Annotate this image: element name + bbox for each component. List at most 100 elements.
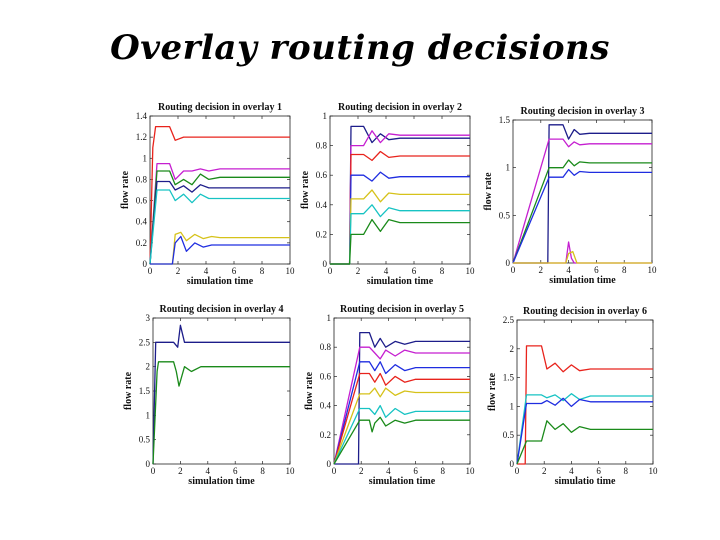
- y-tick-label: 1.5: [139, 386, 151, 396]
- x-tick-label: 0: [332, 466, 337, 476]
- y-tick-label: 0.5: [499, 210, 511, 220]
- y-tick-label: 1: [323, 111, 328, 121]
- x-axis-label: simulation time: [187, 276, 254, 287]
- series-line-green: [152, 361, 290, 465]
- y-tick-label: 2.5: [503, 315, 515, 325]
- x-tick-label: 10: [648, 265, 658, 275]
- series-line-green: [512, 159, 652, 264]
- plot-area: [149, 115, 291, 265]
- series-line-red: [333, 372, 470, 465]
- series-line-blue: [150, 235, 290, 265]
- plot-area: [516, 319, 654, 465]
- series-line-green: [516, 420, 653, 465]
- y-tick-label: 0.6: [136, 196, 148, 206]
- y-tick-label: 1.5: [499, 115, 511, 125]
- x-tick-label: 0: [515, 466, 520, 476]
- y-axis-label: flow rate: [304, 371, 315, 410]
- series-line-yellow: [333, 387, 470, 465]
- chart-title: Routing decision in overlay 1: [158, 102, 282, 113]
- y-tick-label: 0: [146, 459, 151, 469]
- series-line-blue: [512, 168, 652, 264]
- slide-title: Overlay routing decisions: [110, 28, 610, 68]
- y-tick-label: 0.8: [320, 342, 332, 352]
- series-line-navy: [152, 324, 290, 465]
- y-tick-label: 0.8: [316, 141, 328, 151]
- series-line-green: [330, 218, 470, 265]
- x-axis-label: simulation time: [188, 476, 255, 487]
- x-tick-label: 8: [441, 466, 446, 476]
- y-tick-label: 0: [323, 259, 328, 269]
- x-tick-label: 6: [412, 266, 417, 276]
- series-line-magenta: [333, 346, 470, 465]
- x-tick-label: 2: [356, 266, 361, 276]
- x-tick-label: 6: [232, 266, 237, 276]
- series-line-red: [517, 345, 653, 465]
- chart-title: Routing decision in overlay 5: [340, 304, 464, 315]
- series-line-blue: [333, 361, 470, 465]
- x-tick-label: 0: [151, 466, 156, 476]
- chart-panel-5: Routing decision in overlay 5 0 2 4 6 8 10 0 0.2…: [304, 304, 475, 487]
- chart-title: Routing decision in overlay 4: [160, 304, 284, 315]
- y-tick-label: 1: [143, 153, 148, 163]
- y-tick-label: 2: [146, 362, 151, 372]
- x-tick-label: 6: [413, 466, 418, 476]
- y-tick-label: 0: [143, 259, 148, 269]
- y-tick-label: 0.6: [320, 371, 332, 381]
- chart-panel-4: Routing decision in overlay 4 0 2 4 6 8 10 0 0.5…: [123, 304, 295, 487]
- x-tick-label: 6: [596, 466, 601, 476]
- y-tick-label: 0.4: [320, 401, 332, 411]
- x-tick-label: 8: [260, 466, 265, 476]
- x-tick-label: 6: [233, 466, 238, 476]
- y-tick-label: 1: [510, 401, 515, 411]
- y-tick-label: 2: [510, 344, 515, 354]
- x-tick-label: 4: [569, 466, 574, 476]
- y-tick-label: 0.8: [136, 174, 148, 184]
- y-tick-label: 0.5: [139, 435, 151, 445]
- x-tick-label: 2: [539, 265, 544, 275]
- x-tick-label: 2: [176, 266, 181, 276]
- series-line-green: [149, 170, 290, 265]
- series-line-magenta: [149, 162, 290, 265]
- x-tick-label: 0: [328, 266, 333, 276]
- x-tick-label: 6: [594, 265, 599, 275]
- chart-panel-6: Routing decision in overlay 6 0 2 4 6 8 10 0 0.5…: [487, 306, 658, 487]
- chart-panel-1: Routing decision in overlay 1 0 2 4 6 8 10 0 0.2…: [120, 102, 295, 287]
- x-tick-label: 4: [386, 466, 391, 476]
- y-tick-label: 0.2: [316, 229, 327, 239]
- x-axis-label: simulation time: [549, 275, 616, 286]
- plot-area: [329, 115, 471, 265]
- chart-title: Routing decision in overlay 6: [523, 306, 647, 317]
- series-line-green: [333, 416, 470, 465]
- x-tick-label: 8: [260, 266, 265, 276]
- series-line-red: [149, 125, 290, 265]
- y-tick-label: 0.2: [320, 430, 331, 440]
- plot-area: [152, 317, 291, 465]
- x-tick-label: 10: [649, 466, 659, 476]
- x-axis-label: simulation time: [367, 276, 434, 287]
- chart-title: Routing decision in overlay 3: [521, 106, 645, 117]
- x-tick-label: 2: [178, 466, 183, 476]
- y-tick-label: 1: [327, 313, 332, 323]
- y-tick-label: 0: [510, 459, 515, 469]
- x-tick-label: 4: [384, 266, 389, 276]
- chart-title: Routing decision in overlay 2: [338, 102, 462, 113]
- x-tick-label: 2: [542, 466, 547, 476]
- y-tick-label: 0.2: [136, 238, 147, 248]
- x-tick-label: 4: [204, 266, 209, 276]
- y-tick-label: 0.4: [136, 217, 148, 227]
- y-tick-label: 0: [506, 258, 511, 268]
- y-axis-label: flow rate: [487, 372, 498, 411]
- y-tick-label: 1: [146, 410, 151, 420]
- x-tick-label: 8: [622, 265, 627, 275]
- series-line-navy: [149, 180, 290, 265]
- series-line-cyan: [333, 404, 470, 465]
- plot-area: [333, 317, 471, 465]
- y-tick-label: 0.5: [503, 430, 515, 440]
- x-tick-label: 10: [466, 466, 476, 476]
- y-axis-label: flow rate: [483, 172, 494, 211]
- y-axis-label: flow rate: [123, 371, 134, 410]
- series-line-navy: [513, 124, 652, 264]
- x-tick-label: 0: [511, 265, 516, 275]
- series-line-cyan: [149, 189, 290, 265]
- chart-panel-2: Routing decision in overlay 2 0 2 4 6 8 10 0 0.2…: [300, 102, 475, 287]
